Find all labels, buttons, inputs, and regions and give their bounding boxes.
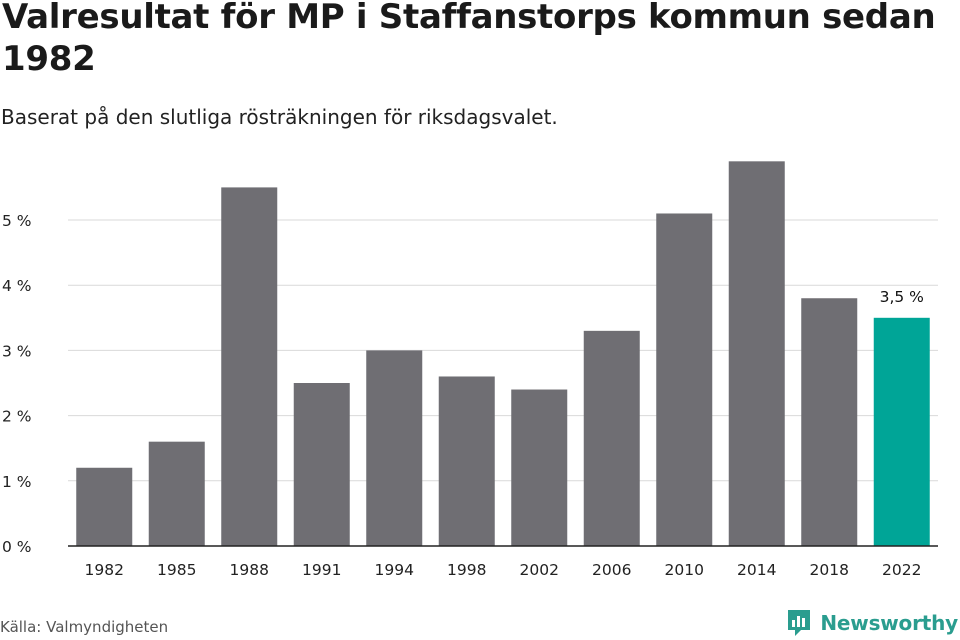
bar-2022: [873, 317, 930, 546]
bar-2014: [728, 161, 785, 546]
bar-2018: [801, 298, 858, 546]
x-tick-label: 1998: [447, 561, 486, 579]
x-tick-label: 2014: [737, 561, 776, 579]
y-tick-label: 4 %: [2, 277, 32, 295]
bar-1991: [293, 383, 350, 546]
brand-logo: Newsworthy: [786, 608, 958, 638]
x-tick-label: 1991: [302, 561, 341, 579]
gridlines: [68, 219, 938, 482]
bar-2006: [583, 330, 640, 546]
x-tick-label: 1982: [85, 561, 124, 579]
x-tick-label: 2006: [592, 561, 631, 579]
chart-subtitle: Baserat på den slutliga rösträkningen fö…: [1, 105, 558, 129]
brand-name: Newsworthy: [820, 611, 958, 635]
y-tick-label: 2 %: [2, 408, 32, 426]
newsworthy-logo-icon: [788, 610, 811, 636]
x-tick-label: 1985: [157, 561, 196, 579]
bar-1988: [221, 187, 278, 546]
bar-1994: [366, 350, 423, 546]
x-tick-label: 2010: [665, 561, 704, 579]
labels: 0 % 1 % 2 % 3 % 4 % 5 % 1982 1985 1988 1991 1994 19…: [2, 212, 924, 579]
x-tick-label: 1994: [375, 561, 414, 579]
x-tick-label: 2022: [882, 561, 921, 579]
source-note: Källa: Valmyndigheten: [0, 618, 169, 636]
y-tick-label: 0 %: [2, 538, 32, 556]
bar-1998: [438, 376, 495, 546]
y-tick-label: 5 %: [2, 212, 32, 230]
x-tick-label: 2018: [810, 561, 849, 579]
bar-2010: [656, 213, 713, 546]
bar-1985: [148, 441, 205, 546]
bars: [76, 161, 930, 546]
y-tick-label: 1 %: [2, 473, 32, 491]
x-tick-label: 1988: [230, 561, 269, 579]
y-tick-label: 3 %: [2, 342, 32, 360]
highlight-data-label: 3,5 %: [880, 288, 924, 306]
bar-chart: 0 % 1 % 2 % 3 % 4 % 5 % 1982 1985 1988 1991 1994 19…: [2, 161, 938, 579]
bar-1982: [76, 467, 133, 546]
chart-title: Valresultat för MP i Staffanstorps kommu…: [2, 0, 936, 79]
x-tick-label: 2002: [520, 561, 559, 579]
bar-2002: [511, 389, 568, 546]
